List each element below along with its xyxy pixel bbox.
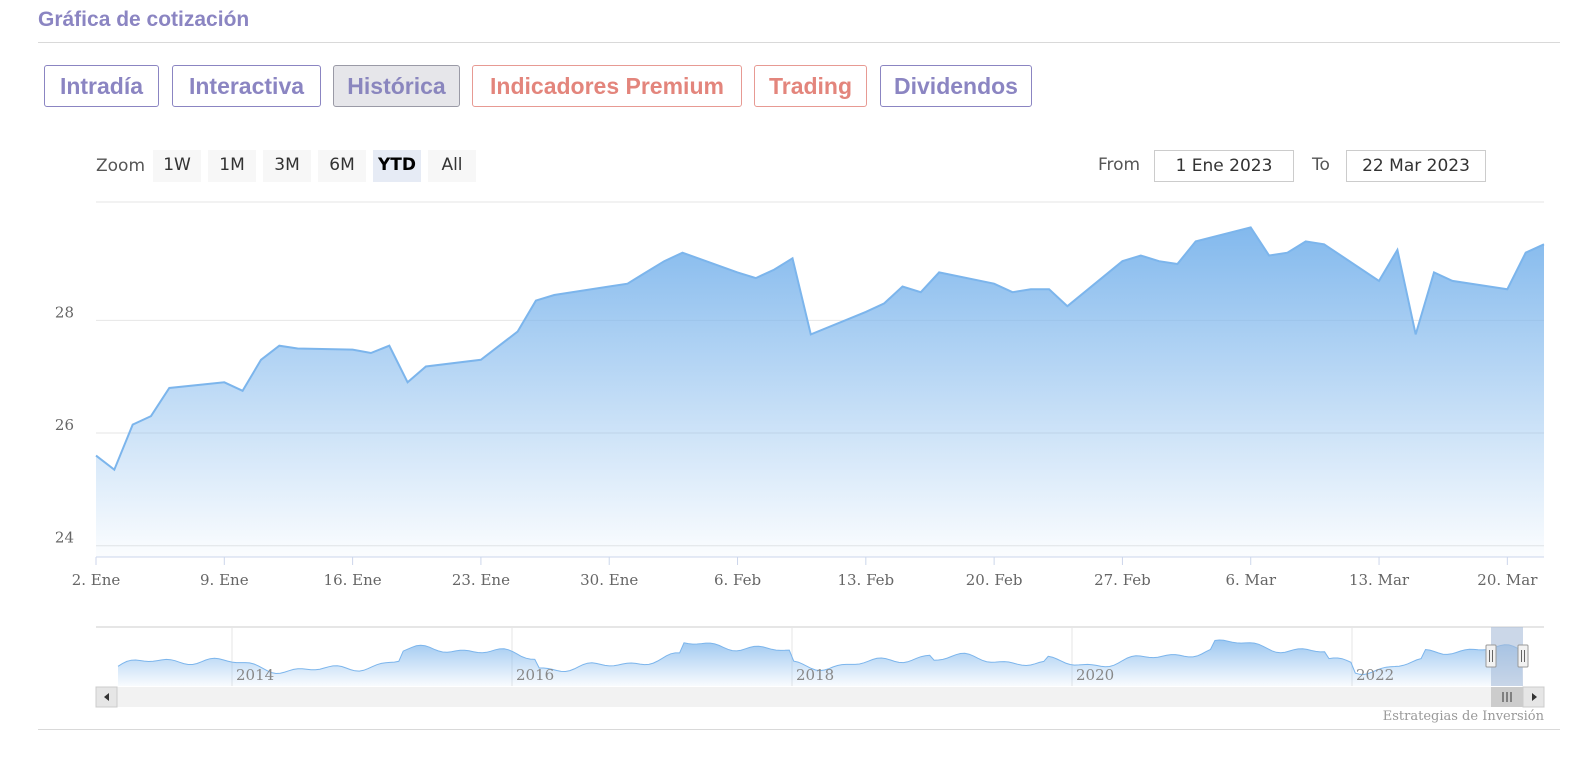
x-tick-label: 13. Feb — [837, 571, 894, 589]
zoom-1m-button[interactable]: 1M — [208, 150, 256, 182]
navigator-tick-label: 2018 — [796, 666, 834, 684]
scrollbar-right-button — [1522, 686, 1545, 708]
zoom-3m-button[interactable]: 3M — [263, 150, 311, 182]
scrollbar-track — [96, 687, 1544, 707]
price-area — [96, 227, 1544, 557]
tab-indicadores-premium[interactable]: Indicadores Premium — [472, 65, 742, 107]
x-tick-label: 20. Feb — [966, 571, 1023, 589]
range-from-input[interactable]: 1 Ene 2023 — [1154, 150, 1294, 182]
navigator-tick-label: 2020 — [1076, 666, 1114, 684]
x-tick-label: 6. Feb — [714, 571, 761, 589]
x-tick-label: 2. Ene — [72, 571, 121, 589]
y-tick-label: 28 — [55, 303, 74, 321]
tab-trading[interactable]: Trading — [754, 65, 867, 107]
bottom-divider — [38, 729, 1560, 730]
zoom-ytd-button[interactable]: YTD — [373, 150, 421, 182]
y-axis: 24 26 28 — [55, 303, 74, 546]
navigator[interactable]: 2014 2016 2018 2020 2022 — [95, 626, 1545, 708]
x-tick-label: 20. Mar — [1477, 571, 1538, 589]
zoom-6m-button[interactable]: 6M — [318, 150, 366, 182]
zoom-label: Zoom — [96, 156, 146, 176]
zoom-1w-button[interactable]: 1W — [153, 150, 201, 182]
navigator-selection — [1491, 627, 1523, 686]
x-axis: 2. Ene 9. Ene 16. Ene 23. Ene 30. Ene 6. Feb 1… — [72, 557, 1538, 589]
navigator-area — [118, 640, 1522, 686]
y-tick-label: 26 — [55, 416, 74, 434]
range-to-label: To — [1312, 155, 1330, 175]
section-title: Gráfica de cotización — [38, 8, 250, 31]
tab-historica[interactable]: Histórica — [333, 65, 460, 107]
navigator-line — [117, 639, 1523, 676]
navigator-tick-label: 2022 — [1356, 666, 1394, 684]
tab-intradia[interactable]: Intradía — [44, 65, 159, 107]
navigator-tick-label: 2014 — [236, 666, 274, 684]
scrollbar-thumb — [1491, 687, 1523, 707]
zoom-all-button[interactable]: All — [428, 150, 476, 182]
y-tick-label: 24 — [55, 529, 74, 547]
price-line — [95, 226, 1545, 472]
navigator-handle — [1517, 644, 1529, 668]
scrollbar-right-arrow-icon — [1532, 693, 1537, 701]
x-tick-label: 9. Ene — [200, 571, 249, 589]
x-tick-label: 23. Ene — [452, 571, 510, 589]
x-tick-label: 6. Mar — [1225, 571, 1276, 589]
credits[interactable]: Estrategias de Inversión — [1382, 709, 1544, 724]
tab-dividendos[interactable]: Dividendos — [880, 65, 1032, 107]
x-tick-label: 30. Ene — [580, 571, 638, 589]
x-tick-label: 16. Ene — [324, 571, 382, 589]
title-divider — [38, 42, 1560, 43]
x-tick-label: 13. Mar — [1349, 571, 1410, 589]
scrollbar-left-arrow-icon — [104, 693, 109, 701]
x-tick-label: 27. Feb — [1094, 571, 1151, 589]
range-to-input[interactable]: 22 Mar 2023 — [1346, 150, 1486, 182]
navigator-handle — [1485, 644, 1497, 668]
grid-layer — [96, 201, 1544, 558]
tab-interactiva[interactable]: Interactiva — [172, 65, 321, 107]
navigator-tick-label: 2016 — [516, 666, 554, 684]
range-from-label: From — [1098, 155, 1141, 175]
scrollbar-left-button — [95, 686, 118, 708]
